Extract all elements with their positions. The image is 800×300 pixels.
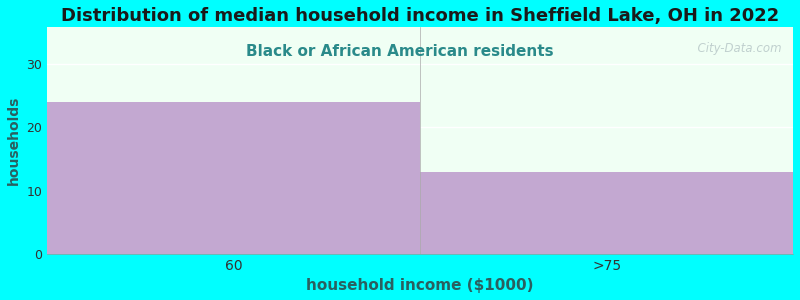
Y-axis label: households: households bbox=[7, 95, 21, 185]
Bar bbox=[47, 102, 420, 254]
Text: Black or African American residents: Black or African American residents bbox=[246, 44, 554, 59]
Title: Distribution of median household income in Sheffield Lake, OH in 2022: Distribution of median household income … bbox=[61, 7, 779, 25]
Bar bbox=[420, 172, 793, 254]
Text: City-Data.com: City-Data.com bbox=[690, 42, 782, 56]
X-axis label: household income ($1000): household income ($1000) bbox=[306, 278, 534, 293]
